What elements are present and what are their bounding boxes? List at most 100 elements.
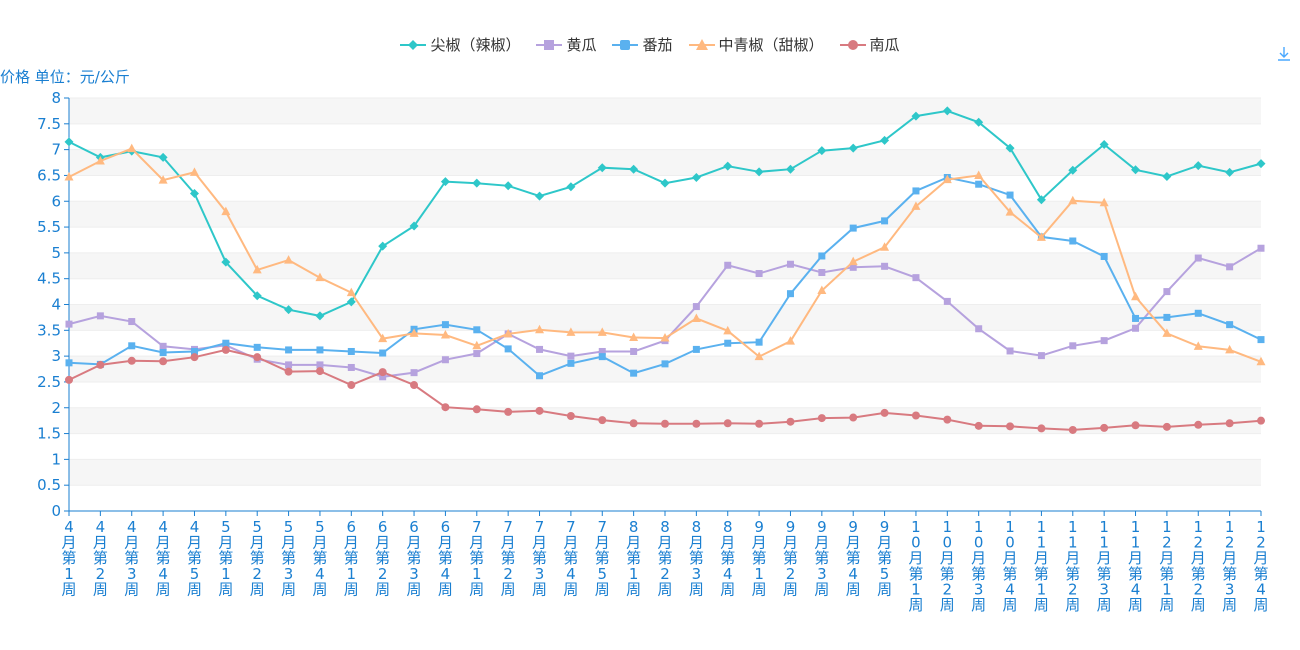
x-tick-label: 1 2 月第 3 周	[1222, 518, 1237, 614]
square-marker-icon	[536, 39, 563, 50]
data-point	[848, 143, 858, 153]
data-point	[315, 311, 325, 321]
data-point	[221, 345, 230, 354]
data-point	[567, 359, 575, 367]
data-point	[660, 178, 670, 188]
data-point	[754, 351, 764, 361]
data-point	[504, 407, 513, 416]
data-point	[347, 347, 355, 355]
legend-item-zhongqingjiao[interactable]: 中青椒（甜椒）	[688, 34, 824, 55]
data-point	[252, 291, 262, 301]
data-point	[1257, 416, 1265, 425]
x-tick-label: 1 2 月第 2 周	[1191, 518, 1206, 614]
data-point	[190, 347, 198, 355]
data-point	[849, 263, 857, 271]
data-point	[724, 261, 732, 269]
data-point	[597, 327, 607, 336]
legend-item-jianjiao[interactable]: 尖椒（辣椒）	[400, 34, 520, 55]
data-point	[65, 320, 73, 328]
data-point	[1193, 341, 1203, 350]
x-tick-label: 5 月第 4 周	[312, 518, 327, 598]
data-point	[975, 325, 983, 333]
data-point	[1256, 159, 1266, 169]
data-point	[849, 413, 858, 422]
data-point	[378, 368, 387, 377]
data-point	[1225, 167, 1235, 177]
x-tick-label: 1 0 月第 1 周	[908, 518, 923, 614]
data-point	[786, 417, 795, 426]
y-tick-label: 1.5	[37, 425, 61, 443]
legend-item-fanqie[interactable]: 番茄	[612, 34, 673, 55]
y-tick-label: 6	[51, 192, 61, 210]
data-point	[818, 268, 826, 276]
data-point	[65, 359, 73, 367]
data-point	[316, 361, 324, 369]
x-tick-label: 1 1 月第 2 周	[1065, 518, 1080, 614]
data-point	[566, 327, 576, 336]
data-point	[190, 353, 199, 362]
legend-item-nangua[interactable]: 南瓜	[839, 34, 900, 55]
data-point	[284, 255, 294, 264]
data-point	[1131, 291, 1141, 301]
x-tick-label: 1 1 月第 3 周	[1097, 518, 1112, 614]
x-tick-label: 5 月第 1 周	[218, 518, 233, 598]
grid-band	[69, 149, 1261, 176]
square-marker-icon	[612, 39, 639, 50]
legend-item-huanggua[interactable]: 黄瓜	[536, 34, 596, 55]
data-point	[911, 111, 921, 121]
x-tick-label: 1 1 月第 1 周	[1034, 518, 1049, 614]
data-point	[660, 333, 670, 342]
data-point	[942, 174, 952, 184]
data-point	[567, 352, 575, 360]
data-point	[785, 164, 795, 174]
x-tick-label: 9 月第 4 周	[846, 518, 861, 598]
data-point	[724, 339, 732, 347]
x-tick-label: 1 1 月第 4 周	[1128, 518, 1143, 614]
data-point	[629, 164, 639, 174]
data-point	[159, 357, 168, 366]
legend-label: 黄瓜	[566, 36, 597, 54]
y-tick-label: 5.5	[37, 218, 61, 236]
triangle-marker-icon	[688, 38, 715, 50]
download-icon[interactable]	[1276, 46, 1292, 66]
x-tick-label: 6 月第 1 周	[344, 518, 359, 598]
data-point	[974, 421, 983, 430]
data-point	[221, 206, 231, 216]
data-point	[754, 167, 764, 177]
data-point	[221, 257, 231, 267]
data-point	[472, 178, 482, 188]
data-point	[1131, 165, 1141, 175]
x-tick-label: 1 0 月第 2 周	[940, 518, 955, 614]
data-point	[911, 411, 920, 420]
data-point	[630, 347, 638, 355]
data-point	[881, 217, 889, 225]
x-tick-label: 9 月第 3 周	[814, 518, 829, 598]
y-tick-label: 6.5	[37, 166, 61, 184]
data-point	[817, 414, 826, 423]
x-tick-label: 9 月第 5 周	[877, 518, 892, 598]
data-point	[691, 313, 701, 322]
data-point	[975, 180, 983, 188]
legend-label: 尖椒（辣椒）	[430, 36, 521, 54]
x-tick-label: 8 月第 1 周	[626, 518, 641, 598]
y-tick-label: 0	[51, 502, 61, 520]
data-point	[692, 345, 700, 353]
data-point	[1099, 139, 1109, 149]
x-tick-label: 7 月第 3 周	[532, 518, 547, 598]
data-point	[723, 419, 732, 428]
data-point	[347, 381, 356, 390]
data-point	[159, 342, 167, 350]
data-point	[755, 270, 763, 278]
circle-marker-icon	[839, 39, 866, 50]
data-point	[1006, 347, 1014, 355]
data-point	[222, 339, 230, 347]
x-tick-label: 9 月第 2 周	[783, 518, 798, 598]
data-point	[472, 405, 481, 414]
data-point	[848, 256, 858, 266]
x-tick-label: 7 月第 1 周	[469, 518, 484, 598]
data-point	[629, 332, 639, 342]
data-point	[284, 305, 294, 315]
data-point	[817, 285, 827, 295]
data-point	[1099, 197, 1109, 207]
data-point	[441, 321, 449, 329]
